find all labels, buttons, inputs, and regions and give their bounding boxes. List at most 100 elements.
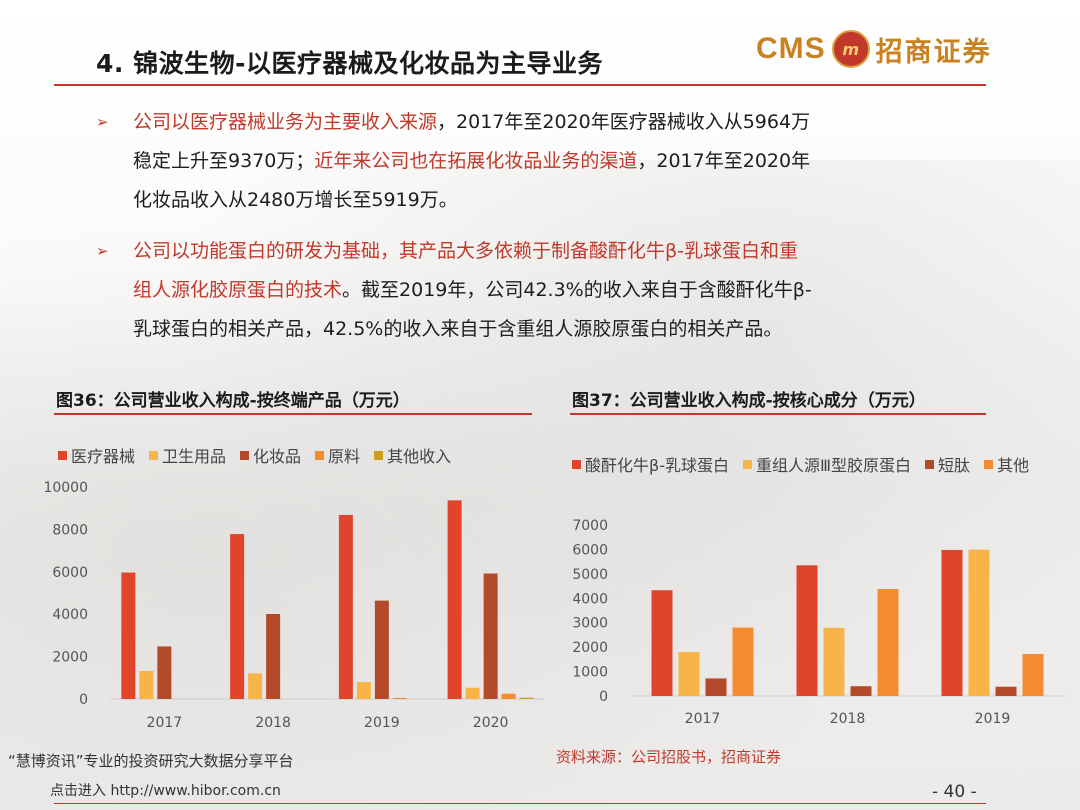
legend-swatch	[374, 450, 384, 460]
logo-emblem-icon: m	[831, 30, 870, 68]
bullet-highlight: 组人源化胶原蛋白的技术	[133, 279, 343, 301]
page-number: - 40 -	[932, 782, 977, 802]
legend-item: 化妆品	[240, 443, 301, 467]
legend-item: 重组人源Ⅲ型胶原蛋白	[743, 452, 911, 476]
bullet-highlight: 公司以功能蛋白的研发为基础，其产品大多依赖于制备酸酐化牛β-乳球蛋白和重	[133, 240, 798, 262]
legend-item: 其他	[984, 452, 1029, 476]
bullet-text: 稳定上升至9370万；	[133, 150, 315, 172]
bar-其他收入-2020	[519, 697, 534, 699]
legend-swatch	[743, 459, 752, 469]
legend-label: 医疗器械	[71, 447, 136, 466]
bar-短肽-2018	[850, 686, 872, 696]
bar-重组人源Ⅲ型胶原蛋白-2018	[823, 627, 845, 696]
legend-swatch	[925, 459, 935, 469]
legend-swatch	[149, 450, 159, 460]
legend-item: 卫生用品	[149, 443, 226, 467]
legend-item: 其他收入	[374, 443, 451, 467]
bar-酸酐化牛β-乳球蛋白-2017	[651, 590, 673, 696]
legend-swatch	[315, 450, 325, 460]
figure36-divider	[54, 413, 532, 415]
y-tick-label: 1000	[572, 665, 608, 681]
bullet-text: ，2017年至2020年	[637, 150, 811, 172]
title-divider	[54, 84, 986, 86]
y-tick-label: 5000	[572, 567, 608, 583]
y-tick-label: 4000	[52, 607, 88, 623]
legend-label: 卫生用品	[162, 447, 227, 466]
legend-swatch	[572, 459, 581, 469]
bar-化妆品-2017	[157, 646, 172, 699]
x-tick-label: 2019	[975, 711, 1011, 727]
y-tick-label: 0	[599, 689, 608, 705]
legend-swatch	[984, 459, 994, 469]
legend-item: 短肽	[925, 452, 970, 476]
y-tick-label: 10000	[43, 480, 88, 496]
y-tick-label: 3000	[572, 616, 608, 632]
bar-重组人源Ⅲ型胶原蛋白-2019	[968, 549, 990, 696]
cms-logo: CMS m 招商证券	[756, 28, 992, 70]
bar-化妆品-2019	[374, 600, 389, 699]
bullet-highlight: 近年来公司也在拓展化妆品业务的渠道	[314, 150, 638, 172]
watermark-text: “慧博资讯”专业的投资研究大数据分享平台	[8, 752, 294, 770]
chart36-revenue-by-product: 0 2000 4000 6000 8000 10000 2017 2018 2019 2020	[43, 480, 545, 731]
y-tick-label: 0	[79, 692, 88, 708]
x-tick-label: 2018	[830, 711, 866, 727]
figure37-source: 资料来源：公司招股书，招商证券	[556, 748, 782, 766]
legend-item: 原料	[315, 443, 360, 467]
bar-原料-2019	[392, 697, 407, 699]
chart36-legend: 医疗器械 卫生用品 化妆品 原料 其他收入	[58, 443, 465, 467]
bar-酸酐化牛β-乳球蛋白-2018	[796, 565, 818, 696]
bar-短肽-2017	[705, 678, 727, 696]
x-tick-label: 2020	[473, 715, 509, 731]
bullet-arrow-icon: ➢	[96, 242, 109, 260]
legend-item: 医疗器械	[58, 443, 135, 467]
figure36-caption: 图36：公司营业收入构成-按终端产品（万元）	[56, 391, 410, 411]
bullet-medical-devices: ➢ 公司以医疗器械业务为主要收入来源，2017年至2020年医疗器械收入从596…	[96, 103, 986, 220]
bullet-text: 。截至2019年，公司42.3%的收入来自于含酸酐化牛β-	[342, 279, 812, 301]
bar-化妆品-2018	[266, 613, 281, 699]
bullet-text: 化妆品收入从2480万增长至5919万。	[133, 189, 458, 211]
legend-swatch	[58, 450, 67, 460]
bar-原料-2020	[501, 693, 516, 699]
bar-医疗器械-2020	[447, 500, 462, 699]
y-tick-label: 6000	[572, 542, 608, 558]
bar-卫生用品-2017	[139, 671, 154, 699]
bar-化妆品-2020	[483, 573, 498, 699]
chart37-legend: 酸酐化牛β-乳球蛋白 重组人源Ⅲ型胶原蛋白 短肽 其他	[572, 452, 1043, 476]
x-tick-label: 2017	[685, 711, 721, 727]
x-tick-label: 2017	[147, 715, 183, 731]
y-tick-label: 8000	[52, 522, 88, 538]
legend-swatch	[240, 450, 250, 460]
bar-医疗器械-2018	[230, 534, 245, 699]
bar-重组人源Ⅲ型胶原蛋白-2017	[678, 652, 700, 696]
y-tick-label: 7000	[572, 518, 608, 534]
legend-label: 重组人源Ⅲ型胶原蛋白	[756, 456, 912, 475]
bar-卫生用品-2020	[465, 687, 480, 699]
legend-label: 原料	[328, 447, 361, 466]
bullet-functional-protein: ➢ 公司以功能蛋白的研发为基础，其产品大多依赖于制备酸酐化牛β-乳球蛋白和重 组…	[96, 232, 986, 349]
bar-卫生用品-2019	[356, 682, 371, 699]
chart37-revenue-by-ingredient: 0 1000 2000 3000 4000 5000 6000 7000 2017 2018 201…	[572, 518, 1065, 727]
watermark-link[interactable]: 点击进入 http://www.hibor.com.cn	[50, 783, 281, 799]
figure37-divider	[570, 413, 986, 415]
logo-cms-text: CMS	[756, 32, 826, 65]
bar-其他-2019	[1022, 653, 1044, 696]
bar-医疗器械-2017	[121, 572, 136, 699]
legend-label: 其他	[997, 456, 1030, 475]
logo-company-name: 招商证券	[875, 36, 992, 68]
y-tick-label: 2000	[572, 640, 608, 656]
legend-label: 其他收入	[387, 447, 452, 466]
bullet-arrow-icon: ➢	[96, 113, 109, 131]
bar-其他-2018	[877, 589, 899, 696]
bullet-text: 乳球蛋白的相关产品，42.5%的收入来自于含重组人源胶原蛋白的相关产品。	[133, 318, 783, 340]
bar-其他-2017	[732, 627, 754, 696]
y-tick-label: 4000	[572, 591, 608, 607]
legend-label: 化妆品	[253, 447, 302, 466]
x-tick-label: 2018	[255, 715, 291, 731]
bar-卫生用品-2018	[248, 673, 263, 699]
legend-item: 酸酐化牛β-乳球蛋白	[572, 452, 729, 476]
figure37-caption: 图37：公司营业收入构成-按核心成分（万元）	[572, 391, 926, 411]
legend-label: 短肽	[938, 456, 971, 475]
bar-医疗器械-2019	[338, 514, 353, 699]
y-tick-label: 2000	[52, 650, 88, 666]
bar-短肽-2019	[995, 686, 1017, 696]
